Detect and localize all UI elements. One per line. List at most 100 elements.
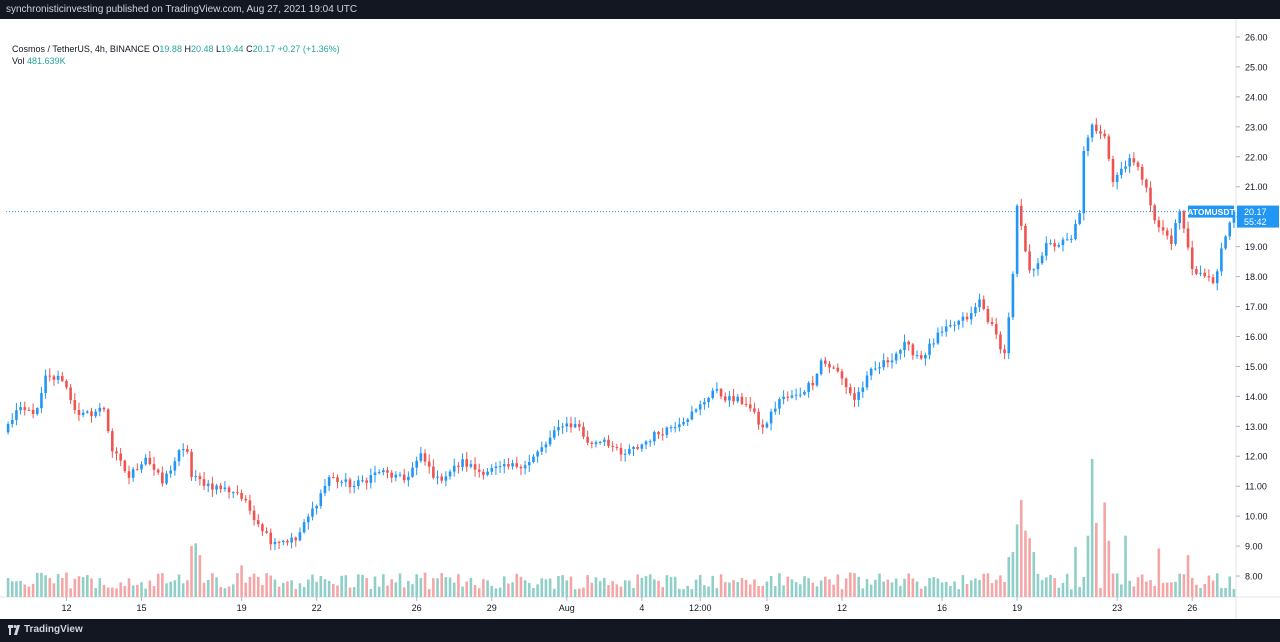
volume-bar <box>578 588 581 597</box>
volume-bar <box>807 578 810 597</box>
volume-bar <box>1207 575 1211 597</box>
candle-body <box>569 423 573 428</box>
candle-body <box>994 324 998 335</box>
volume-bar <box>1057 587 1061 597</box>
volume-bar <box>1140 574 1144 597</box>
volume-bar <box>690 589 694 597</box>
volume-bar <box>719 574 723 597</box>
volume-bar <box>1149 580 1152 597</box>
y-tick-label: 25.00 <box>1245 62 1268 72</box>
volume-bar <box>698 574 702 597</box>
candle-body <box>619 447 623 455</box>
volume-bar <box>890 582 894 597</box>
volume-bar <box>1170 582 1173 597</box>
candle-body <box>519 466 523 469</box>
x-tick-label: 16 <box>937 603 947 613</box>
candle-body <box>40 393 43 409</box>
candle-body <box>1161 227 1165 231</box>
volume-bar <box>857 576 860 597</box>
candle-body <box>769 411 773 424</box>
volume-bar <box>240 565 243 597</box>
volume-bar <box>169 581 172 597</box>
candle-body <box>86 411 89 413</box>
volume-bar <box>48 578 52 597</box>
volume-bar <box>206 579 210 597</box>
volume-bar <box>648 574 652 597</box>
volume-bar <box>1082 576 1086 597</box>
candle-body <box>965 316 969 320</box>
candle-body <box>682 421 685 425</box>
x-tick-label: Aug <box>559 603 575 613</box>
volume-bar <box>1003 581 1006 597</box>
candle-body <box>369 475 373 483</box>
volume-bar <box>357 574 360 597</box>
volume-bar <box>1195 584 1198 597</box>
candle-body <box>411 467 414 477</box>
candle-body <box>35 408 39 415</box>
chart-area[interactable]: 8.00 9.00 10.00 11.00 12.00 13.00 14.00 15.00 16… <box>0 19 1280 619</box>
candle-body <box>1065 239 1069 241</box>
candle-body <box>294 537 298 541</box>
volume-bar <box>298 583 302 597</box>
volume-bar <box>148 580 152 597</box>
candle-body <box>632 446 635 450</box>
volume-bar <box>657 580 660 597</box>
candle-body <box>490 467 494 472</box>
candle-body <box>953 324 956 326</box>
volume-bar <box>590 582 594 597</box>
volume-bar <box>319 575 323 597</box>
volume-bar <box>1161 583 1165 597</box>
candle-body <box>382 470 385 473</box>
volume-bar <box>961 575 965 597</box>
volume-bar <box>448 577 452 597</box>
candle-body <box>190 451 193 477</box>
x-tick-label: 12 <box>61 603 71 613</box>
candle-body <box>811 382 815 386</box>
volume-bar <box>265 573 268 597</box>
candle-body <box>744 403 748 405</box>
volume-bar <box>190 545 193 597</box>
volume-bar <box>415 574 418 597</box>
volume-bar <box>548 578 552 597</box>
y-tick-label: 18.00 <box>1245 272 1268 282</box>
candlestick-chart[interactable]: 8.00 9.00 10.00 11.00 12.00 13.00 14.00 15.00 16… <box>0 19 1280 619</box>
candle-body <box>1090 124 1094 138</box>
candle-body <box>648 441 652 443</box>
candle-body <box>815 374 819 386</box>
volume-bar <box>73 578 77 597</box>
candle-body <box>1028 251 1031 271</box>
legend-close-label: C <box>246 44 253 54</box>
candle-body <box>1153 205 1156 221</box>
candle-body <box>273 541 277 545</box>
candle-body <box>673 427 677 429</box>
volume-bar <box>573 589 577 597</box>
candle-body <box>127 471 131 478</box>
volume-bar <box>244 582 248 597</box>
volume-bar <box>957 589 961 597</box>
volume-bar <box>444 577 448 597</box>
candle-body <box>598 441 602 443</box>
volume-bar <box>1132 586 1136 597</box>
candle-body <box>874 368 877 370</box>
volume-bar <box>865 579 869 597</box>
volume-bar <box>840 589 844 597</box>
legend-high-value: 20.48 <box>190 44 214 54</box>
volume-bar <box>682 589 685 597</box>
volume-bar <box>936 578 940 597</box>
candle-body <box>748 404 752 409</box>
price-tag-background <box>1237 205 1279 228</box>
candle-body <box>469 464 473 467</box>
candle-body <box>615 446 619 448</box>
volume-bar <box>1019 499 1023 597</box>
volume-bar <box>828 579 831 597</box>
volume-bar <box>165 583 168 597</box>
candle-body <box>832 367 835 369</box>
volume-bar <box>181 583 185 597</box>
candle-body <box>1082 151 1086 214</box>
volume-bar <box>365 578 368 597</box>
candle-body <box>327 477 331 486</box>
candle-body <box>1057 245 1061 247</box>
candle-body <box>1049 243 1052 245</box>
candle-body <box>723 396 727 401</box>
candle-body <box>661 434 664 436</box>
